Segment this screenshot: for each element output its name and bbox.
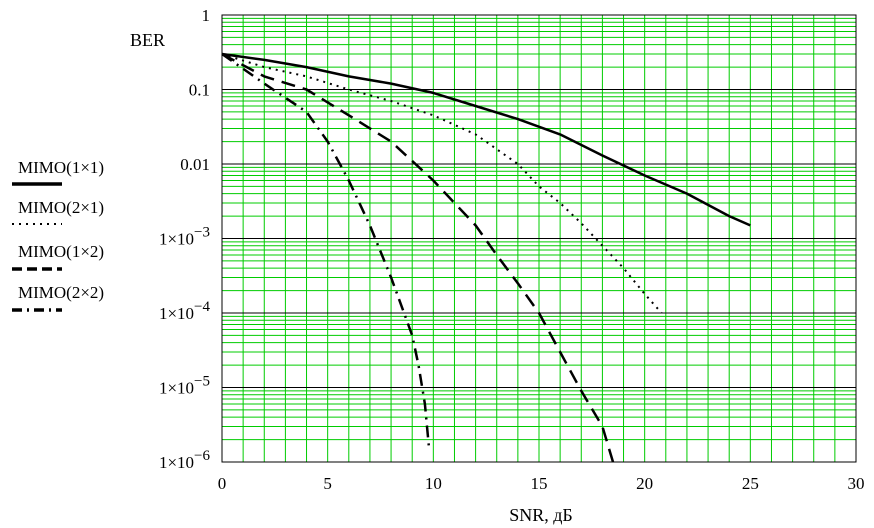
x-axis-label: SNR, дБ bbox=[509, 505, 573, 525]
y-tick-label: 0.01 bbox=[180, 155, 210, 174]
y-axis-label: BER bbox=[130, 30, 165, 50]
x-tick-labels: 0 5 10 15 20 25 30 bbox=[218, 474, 865, 493]
legend-item: MIMO(1×1) bbox=[12, 158, 104, 186]
series-line-solid bbox=[221, 52, 751, 227]
legend-label: MIMO(2×2) bbox=[18, 283, 104, 302]
x-tick-label: 15 bbox=[531, 474, 548, 493]
x-tick-label: 10 bbox=[425, 474, 442, 493]
series-line-dashed bbox=[221, 52, 615, 463]
x-tick-label: 25 bbox=[742, 474, 759, 493]
x-tick-label: 20 bbox=[636, 474, 653, 493]
legend-item: MIMO(1×2) bbox=[12, 242, 104, 271]
x-tick-label: 0 bbox=[218, 474, 227, 493]
legend-label: MIMO(2×1) bbox=[18, 198, 104, 217]
legend: MIMO(1×1) MIMO(2×1) MIMO(1×2) MIMO(2×2) bbox=[12, 158, 104, 312]
series-line-dash-dot bbox=[221, 52, 431, 450]
y-tick-labels: 1 0.1 0.01 1×10−3 1×10−4 1×10−5 1×10−6 bbox=[159, 6, 211, 472]
legend-item: MIMO(2×1) bbox=[12, 198, 104, 225]
y-tick-label: 1×10−5 bbox=[159, 374, 210, 398]
y-tick-label: 0.1 bbox=[189, 81, 210, 100]
y-tick-label: 1×10−6 bbox=[159, 448, 211, 472]
y-tick-label: 1×10−4 bbox=[159, 299, 211, 323]
series-line-dotted bbox=[221, 53, 663, 314]
plot-frame bbox=[221, 14, 857, 463]
legend-item: MIMO(2×2) bbox=[12, 283, 104, 312]
y-tick-label: 1×10−3 bbox=[159, 225, 210, 249]
series-layer bbox=[221, 52, 751, 463]
y-tick-label: 1 bbox=[202, 6, 211, 25]
legend-label: MIMO(1×1) bbox=[18, 158, 104, 177]
x-tick-label: 5 bbox=[323, 474, 332, 493]
legend-label: MIMO(1×2) bbox=[18, 242, 104, 261]
x-tick-label: 30 bbox=[848, 474, 865, 493]
